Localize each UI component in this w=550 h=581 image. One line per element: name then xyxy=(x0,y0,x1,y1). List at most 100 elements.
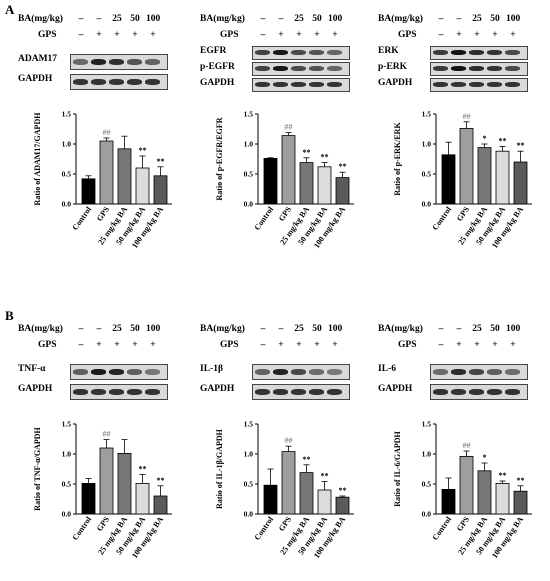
blot-band xyxy=(145,59,160,65)
dose-sign: – xyxy=(260,14,266,24)
figure-cell: BA(mg/kg) GPS – –25 50 100– + + + + IL-1β GAPDH Rati… xyxy=(200,318,370,560)
gps-sign: + xyxy=(510,340,516,350)
panel-b-label: B xyxy=(5,308,14,323)
blot-band xyxy=(451,369,466,375)
significance-marker: ** xyxy=(339,162,347,171)
blot-label: GAPDH xyxy=(18,384,53,394)
gps-sign: – xyxy=(78,340,84,350)
dose-sign: 50 xyxy=(312,14,322,24)
bar xyxy=(135,483,150,515)
blot-band xyxy=(327,82,342,87)
category-label: Control xyxy=(431,204,454,232)
bar xyxy=(263,484,278,515)
bar xyxy=(117,148,132,205)
blot-band xyxy=(91,59,106,65)
blot-band xyxy=(505,369,520,375)
y-axis-label: Ratio of ADAM17/GAPDH xyxy=(33,112,42,206)
blot-band xyxy=(469,389,484,395)
gps-sign: + xyxy=(114,30,120,40)
blot-band xyxy=(487,389,502,395)
dose-sign: – xyxy=(96,324,102,334)
bar xyxy=(81,178,96,205)
gps-sign: + xyxy=(332,30,338,40)
bar xyxy=(335,177,350,205)
bar-chart: Ratio of p-EGFR/EGFR 0.0 0.5 1.0 1.5 Control #… xyxy=(215,110,354,250)
blot-band xyxy=(127,369,142,375)
blot-band xyxy=(469,82,484,87)
category-label: Control xyxy=(71,204,94,232)
blot-band xyxy=(255,82,270,87)
dose-sign: – xyxy=(78,14,84,24)
dose-sign: 100 xyxy=(146,324,161,334)
significance-marker: ** xyxy=(517,476,525,485)
blot-label: IL-1β xyxy=(200,364,223,374)
blot-band xyxy=(309,66,324,71)
blot-band xyxy=(309,50,324,55)
significance-marker: ## xyxy=(103,128,111,137)
blot-band xyxy=(255,369,270,375)
dose-sign: 25 xyxy=(112,14,122,24)
western-blot-strip xyxy=(430,78,528,92)
blot-band xyxy=(433,50,448,55)
gps-sign: – xyxy=(438,340,444,350)
y-tick-label: 1.5 xyxy=(62,420,72,429)
figure-cell: BA(mg/kg) GPS – –25 50 100– + + + + EGFR p-EGFR GAPD… xyxy=(200,8,370,250)
y-tick-label: 0.0 xyxy=(422,200,432,209)
y-tick-label: 0.0 xyxy=(62,200,72,209)
panel-a-label: A xyxy=(5,2,15,17)
western-blot-strip xyxy=(252,364,350,380)
figure-cell: BA(mg/kg) GPS – –25 50 100– + + + + ERK p-ERK GAPDH R… xyxy=(378,8,548,250)
y-tick-label: 1.0 xyxy=(422,140,432,149)
gps-sign: + xyxy=(474,30,480,40)
blot-band xyxy=(273,82,288,87)
gps-sign: + xyxy=(96,340,102,350)
blot-band xyxy=(273,50,288,55)
blot-band xyxy=(273,369,288,375)
bar xyxy=(281,451,296,515)
dose-sign: 50 xyxy=(490,14,500,24)
significance-marker: ** xyxy=(499,136,507,145)
blot-label: p-EGFR xyxy=(200,62,235,72)
blot-band xyxy=(109,389,124,395)
blot-band xyxy=(291,82,306,87)
bar-chart: Ratio of TNF-α/GAPDH 0.0 0.5 1.0 1.5 Control #… xyxy=(33,420,172,560)
category-label: GPS xyxy=(455,205,472,223)
gps-sign: + xyxy=(332,340,338,350)
significance-marker: ## xyxy=(285,436,293,445)
blot-label: p-ERK xyxy=(378,62,408,72)
dose-sign: 25 xyxy=(112,324,122,334)
gps-sign: + xyxy=(278,30,284,40)
blot-band xyxy=(469,369,484,375)
dose-sign: 25 xyxy=(472,324,482,334)
category-label: GPS xyxy=(277,515,294,533)
bar xyxy=(495,483,510,515)
gps-sign: + xyxy=(474,340,480,350)
y-tick-label: 1.0 xyxy=(62,450,72,459)
y-tick-label: 0.5 xyxy=(422,480,432,489)
bar xyxy=(441,154,456,205)
dose-sign: 100 xyxy=(328,14,343,24)
gps-sign: – xyxy=(260,340,266,350)
y-tick-label: 0.5 xyxy=(244,480,254,489)
dose-sign: 25 xyxy=(294,14,304,24)
significance-marker: ** xyxy=(303,455,311,464)
gps-sign: + xyxy=(150,340,156,350)
dose-sign: 50 xyxy=(312,324,322,334)
dose-header-label: BA(mg/kg) xyxy=(18,324,63,334)
y-tick-label: 1.0 xyxy=(244,140,254,149)
blot-band xyxy=(255,50,270,55)
y-axis-label: Ratio of p-EGFR/EGFR xyxy=(215,117,224,200)
significance-marker: * xyxy=(483,134,487,143)
blot-band xyxy=(327,369,342,375)
dose-sign: 100 xyxy=(506,14,521,24)
gps-sign: + xyxy=(296,30,302,40)
figure-cell: BA(mg/kg) GPS – –25 50 100– + + + + IL-6 GAPDH Ratio… xyxy=(378,318,548,560)
blot-band xyxy=(433,369,448,375)
western-blot-strip xyxy=(430,62,528,76)
bar xyxy=(513,161,528,205)
dose-sign: 25 xyxy=(472,14,482,24)
blot-band xyxy=(255,389,270,395)
figure-cell: BA(mg/kg) GPS – –25 50 100– + + + + ADAM17 GAPDH Rat… xyxy=(18,8,188,250)
dose-sign: – xyxy=(456,14,462,24)
blot-band xyxy=(273,389,288,395)
